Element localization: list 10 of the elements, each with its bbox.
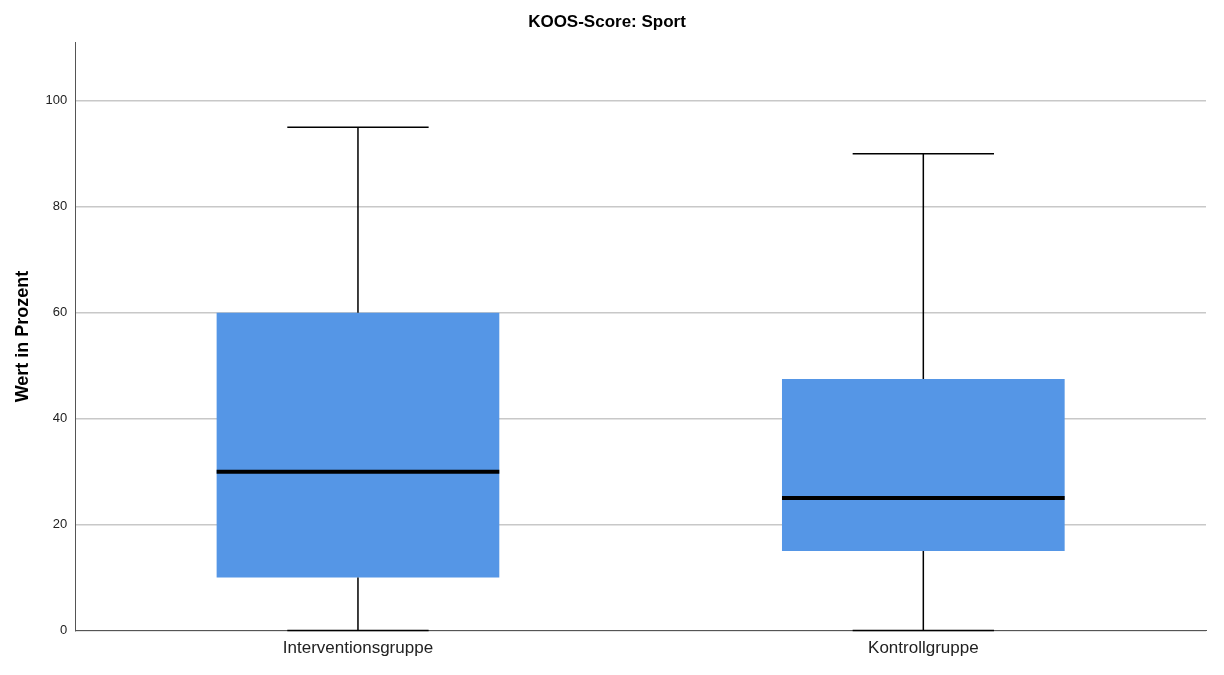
- chart-title: KOOS-Score: Sport: [528, 11, 687, 31]
- x-tick-label: Kontrollgruppe: [868, 638, 979, 658]
- y-tick-label: 60: [52, 304, 68, 320]
- y-tick-label: 0: [60, 622, 68, 638]
- y-tick-label: 20: [52, 516, 68, 532]
- y-tick-label: 100: [45, 92, 68, 108]
- x-tick-label: Interventionsgruppe: [282, 638, 434, 658]
- y-tick-label: 40: [52, 410, 68, 426]
- y-axis-title: Wert in Prozent: [11, 270, 32, 403]
- y-tick-label: 80: [52, 198, 68, 214]
